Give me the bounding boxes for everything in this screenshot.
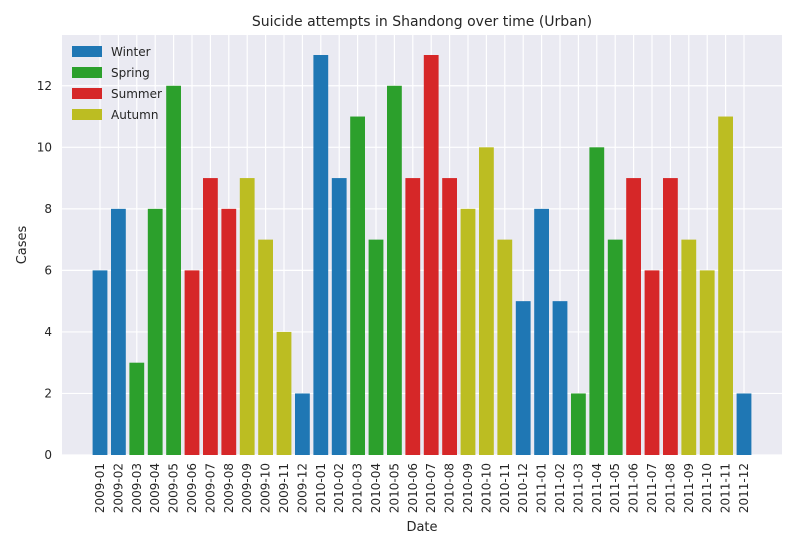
y-tick-label: 0 bbox=[44, 448, 52, 462]
bar-2011-09 bbox=[681, 239, 697, 455]
bar-2011-05 bbox=[607, 239, 623, 455]
bar-2011-04 bbox=[589, 147, 605, 456]
bar-2009-07 bbox=[203, 178, 218, 456]
x-tick-label: 2009-11 bbox=[277, 463, 291, 513]
y-tick-label: 2 bbox=[44, 386, 52, 400]
x-tick-label: 2009-09 bbox=[240, 463, 254, 513]
x-tick-label: 2010-06 bbox=[406, 463, 420, 513]
x-tick-label: 2011-03 bbox=[571, 463, 585, 513]
bar-2011-03 bbox=[571, 393, 586, 455]
bar-2011-07 bbox=[644, 270, 660, 455]
x-tick-label: 2011-09 bbox=[682, 463, 696, 513]
x-tick-label: 2010-01 bbox=[314, 463, 328, 513]
bar-2009-10 bbox=[258, 239, 273, 455]
y-ticks: 0 2 4 6 8 10 12 bbox=[37, 79, 52, 462]
bar-2009-06 bbox=[184, 270, 200, 455]
bars bbox=[92, 55, 752, 456]
bar-2010-12 bbox=[515, 301, 531, 455]
bar-2009-11 bbox=[276, 331, 292, 455]
legend: Winter Spring Summer Autumn bbox=[72, 45, 162, 122]
bar-2010-05 bbox=[387, 85, 402, 456]
y-tick-label: 8 bbox=[44, 202, 52, 216]
x-tick-label: 2009-04 bbox=[148, 463, 162, 513]
legend-swatch-spring bbox=[72, 67, 102, 78]
legend-swatch-winter bbox=[72, 46, 102, 57]
bar-2009-02 bbox=[111, 208, 126, 455]
bar-2009-03 bbox=[129, 362, 145, 455]
y-tick-label: 10 bbox=[37, 140, 52, 154]
x-tick-label: 2009-08 bbox=[222, 463, 236, 513]
x-tick-label: 2009-10 bbox=[259, 463, 273, 513]
bar-2010-11 bbox=[497, 239, 513, 455]
x-ticks: 2009-01 2009-02 2009-03 2009-04 2009-05 2009-… bbox=[93, 463, 751, 513]
bar-2010-09 bbox=[460, 208, 476, 455]
bar-2009-09 bbox=[239, 178, 255, 456]
x-tick-label: 2011-08 bbox=[663, 463, 677, 513]
bar-2011-12 bbox=[736, 393, 752, 455]
x-tick-label: 2010-10 bbox=[479, 463, 493, 513]
y-axis-label: Cases bbox=[15, 225, 30, 264]
x-axis-label: Date bbox=[406, 520, 437, 535]
x-tick-label: 2011-05 bbox=[608, 463, 622, 513]
x-tick-label: 2009-02 bbox=[111, 463, 125, 513]
bar-2009-04 bbox=[147, 208, 163, 455]
x-tick-label: 2011-12 bbox=[737, 463, 751, 513]
plot-area bbox=[62, 35, 782, 455]
x-tick-label: 2009-12 bbox=[295, 463, 309, 513]
bar-2009-01 bbox=[92, 270, 108, 455]
y-tick-label: 6 bbox=[44, 263, 52, 277]
bar-2010-10 bbox=[479, 147, 494, 456]
x-tick-label: 2011-10 bbox=[700, 463, 714, 513]
x-tick-label: 2010-09 bbox=[461, 463, 475, 513]
bar-2010-06 bbox=[405, 178, 421, 456]
x-tick-label: 2010-02 bbox=[332, 463, 346, 513]
x-tick-label: 2010-07 bbox=[424, 463, 438, 513]
bar-2011-11 bbox=[718, 116, 733, 456]
legend-label-spring: Spring bbox=[111, 66, 150, 80]
x-tick-label: 2010-11 bbox=[498, 463, 512, 513]
bar-2011-06 bbox=[626, 178, 641, 456]
bar-2010-03 bbox=[350, 116, 365, 456]
legend-label-autumn: Autumn bbox=[111, 108, 158, 122]
x-tick-label: 2011-06 bbox=[627, 463, 641, 513]
y-tick-label: 4 bbox=[44, 325, 52, 339]
x-tick-label: 2010-05 bbox=[387, 463, 401, 513]
legend-label-summer: Summer bbox=[111, 87, 162, 101]
x-tick-label: 2009-03 bbox=[130, 463, 144, 513]
bar-2011-08 bbox=[663, 178, 678, 456]
bar-2011-02 bbox=[552, 301, 568, 455]
chart-title: Suicide attempts in Shandong over time (… bbox=[252, 14, 592, 30]
x-tick-label: 2011-01 bbox=[535, 463, 549, 513]
x-tick-label: 2009-06 bbox=[185, 463, 199, 513]
x-tick-label: 2010-04 bbox=[369, 463, 383, 513]
bar-2010-07 bbox=[423, 55, 439, 455]
x-tick-label: 2010-03 bbox=[351, 463, 365, 513]
bar-2009-05 bbox=[166, 85, 181, 456]
y-tick-label: 12 bbox=[37, 79, 52, 93]
bar-2011-10 bbox=[699, 270, 715, 455]
x-tick-label: 2009-07 bbox=[203, 463, 217, 513]
x-tick-label: 2009-01 bbox=[93, 463, 107, 513]
x-tick-label: 2009-05 bbox=[167, 463, 181, 513]
x-tick-label: 2011-02 bbox=[553, 463, 567, 513]
legend-label-winter: Winter bbox=[111, 45, 151, 59]
x-tick-label: 2010-08 bbox=[443, 463, 457, 513]
legend-swatch-autumn bbox=[72, 109, 102, 120]
x-tick-label: 2011-07 bbox=[645, 463, 659, 513]
legend-swatch-summer bbox=[72, 88, 102, 99]
bar-2011-01 bbox=[534, 208, 549, 455]
x-tick-label: 2010-12 bbox=[516, 463, 530, 513]
x-tick-label: 2011-04 bbox=[590, 463, 604, 513]
bar-2010-02 bbox=[331, 178, 347, 456]
x-tick-label: 2011-11 bbox=[719, 463, 733, 513]
bar-2009-12 bbox=[295, 393, 310, 455]
bar-2010-04 bbox=[368, 239, 384, 455]
bar-2010-01 bbox=[313, 55, 329, 455]
bar-2009-08 bbox=[221, 208, 237, 455]
bar-2010-08 bbox=[442, 178, 457, 456]
